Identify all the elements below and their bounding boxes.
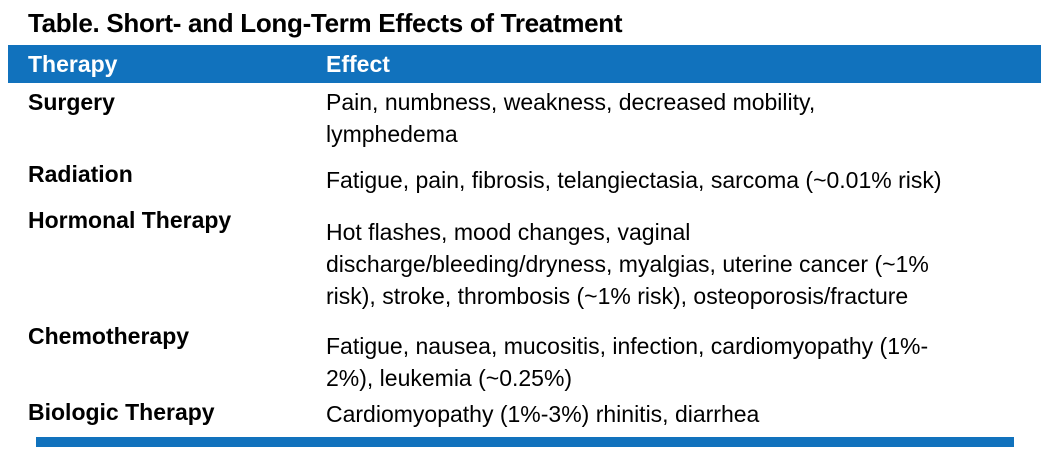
therapy-cell: Hormonal Therapy [28,207,232,233]
table-title: Table. Short- and Long-Term Effects of T… [28,8,623,38]
column-header-effect: Effect [326,45,1041,83]
effect-cell: Hot flashes, mood changes, vaginal disch… [326,219,929,309]
therapy-cell: Radiation [28,161,133,187]
table-row-radiation: Radiation Fatigue, pain, fibrosis, telan… [8,150,1041,196]
table-row-hormonal-therapy: Hormonal Therapy Hot flashes, mood chang… [8,196,1041,312]
header-row: Therapy Effect [8,45,1041,83]
effect-cell: Fatigue, pain, fibrosis, telangiectasia,… [326,167,942,193]
column-header-therapy: Therapy [8,45,326,83]
bottom-accent-bar [36,437,1014,447]
effect-cell: Fatigue, nausea, mucositis, infection, c… [326,333,929,391]
effect-cell: Pain, numbness, weakness, decreased mobi… [326,89,816,147]
therapy-cell: Chemotherapy [28,323,190,349]
table-row-surgery: Surgery Pain, numbness, weakness, decrea… [8,83,1041,150]
therapy-cell: Biologic Therapy [28,399,215,425]
effect-cell: Cardiomyopathy (1%-3%) rhinitis, diarrhe… [326,401,760,427]
table-row-biologic-therapy: Biologic Therapy Cardiomyopathy (1%-3%) … [8,394,1041,430]
table-row-chemotherapy: Chemotherapy Fatigue, nausea, mucositis,… [8,312,1041,394]
effects-table: Therapy Effect Surgery Pain, numbness, w… [8,45,1041,430]
therapy-cell: Surgery [28,89,115,115]
